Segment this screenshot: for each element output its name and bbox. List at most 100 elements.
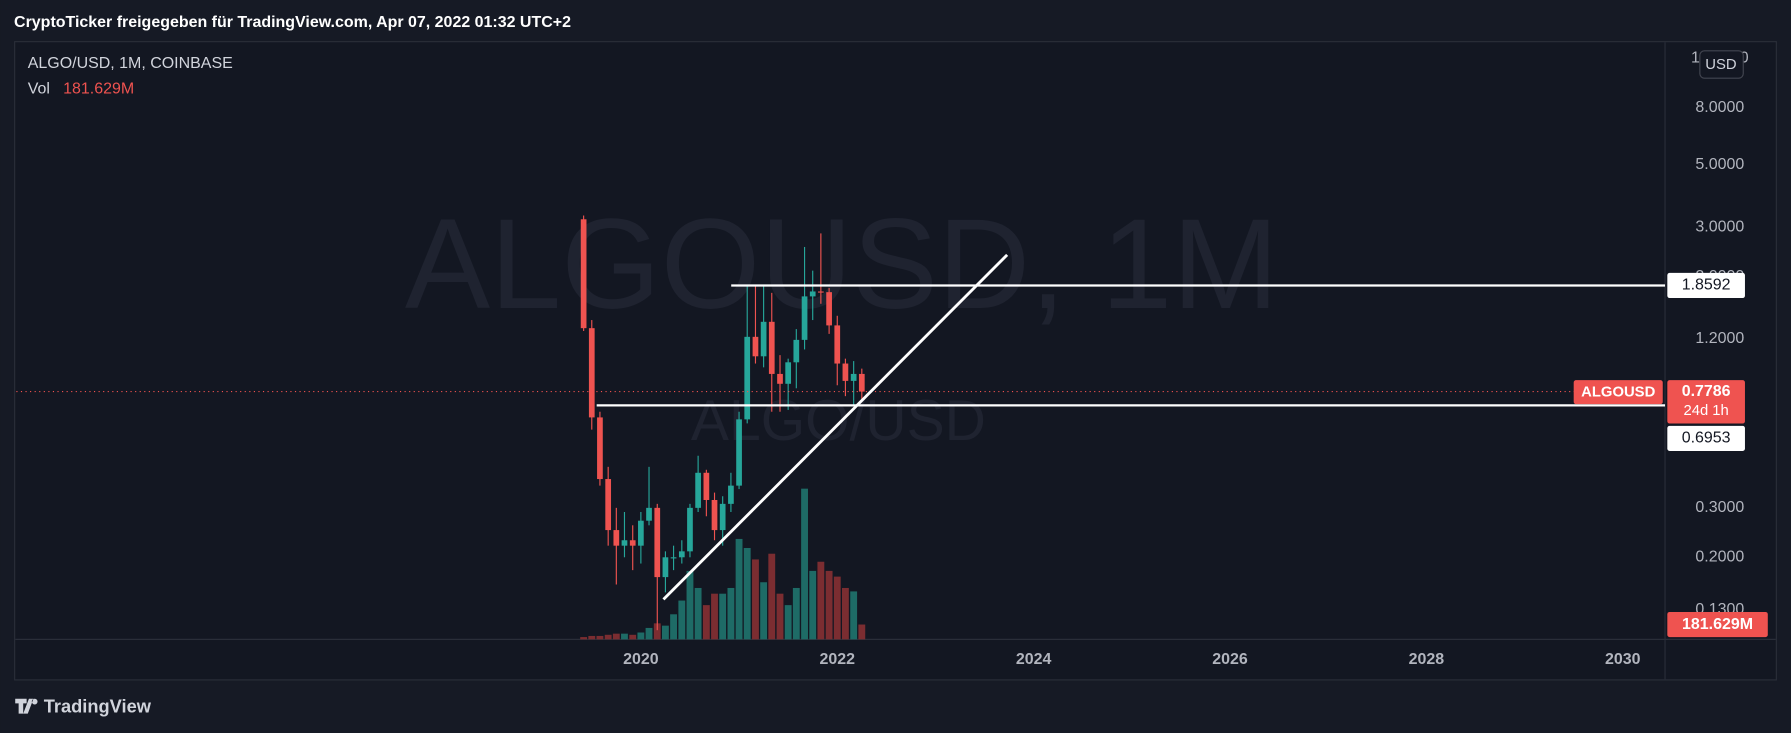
volume-legend: Vol	[28, 80, 50, 97]
volume-bar	[612, 633, 620, 640]
plot	[16, 215, 1666, 640]
volume-bar	[735, 538, 743, 640]
candle-body	[613, 530, 620, 546]
x-tick-label: 2020	[623, 651, 659, 668]
candle-body	[842, 363, 849, 381]
chart-panel	[14, 41, 1777, 681]
volume-bar	[580, 637, 588, 640]
currency-button-box[interactable]	[1699, 50, 1744, 79]
volume-bar	[760, 582, 768, 640]
volume-bar	[858, 624, 866, 640]
x-tick-label: 2030	[1605, 651, 1641, 668]
x-tick-label: 2028	[1409, 651, 1445, 668]
volume-bar	[776, 593, 784, 640]
candle-body	[580, 219, 587, 329]
horizontal-line-label: 0.6953	[1682, 430, 1731, 447]
candle-body	[638, 520, 644, 546]
candle-body	[703, 472, 710, 500]
candle-body	[826, 292, 832, 326]
candle-body	[629, 540, 636, 546]
horizontal-line-tag	[1667, 425, 1745, 451]
candle-body	[678, 551, 685, 558]
footer-brand: TradingView	[44, 696, 152, 717]
x-tick-label: 2022	[819, 651, 855, 668]
horizontal-line-label: 1.8592	[1682, 277, 1731, 294]
candle-body	[597, 417, 603, 480]
volume-bar	[694, 587, 702, 640]
candle-body	[654, 507, 661, 578]
candle-body	[858, 373, 865, 392]
currency-button-label[interactable]: USD	[1705, 57, 1736, 73]
volume-tag	[1667, 611, 1768, 638]
footer-logo	[15, 698, 38, 714]
candle-body	[621, 540, 628, 546]
watermark: ALGOUSD, 1M ALGO/USD	[405, 193, 1279, 453]
candle-body	[736, 419, 742, 486]
candle-body	[695, 472, 701, 508]
volume-bar	[588, 635, 596, 640]
candle-body	[605, 479, 612, 531]
horizontal-line-tag	[1667, 272, 1745, 299]
candle-body	[801, 296, 808, 340]
y-tick-label: 0.3000	[1695, 499, 1744, 516]
volume-bar	[604, 634, 612, 640]
candle-body	[793, 339, 800, 363]
y-tick-label: 5.0000	[1695, 156, 1744, 173]
volume-bar	[702, 605, 710, 640]
candle-body	[809, 291, 816, 297]
y-tick-label: 3.0000	[1695, 218, 1744, 235]
candle-body	[834, 325, 841, 364]
header-title: CryptoTicker freigegeben für TradingView…	[14, 14, 571, 31]
x-tick-label: 2024	[1016, 651, 1052, 668]
watermark-name: ALGO/USD	[691, 389, 986, 453]
volume-bar	[719, 593, 727, 640]
volume-bar	[629, 634, 637, 640]
volume-bar	[670, 614, 677, 640]
currency-button[interactable]: USD	[1699, 50, 1744, 79]
volume-bar	[792, 587, 800, 640]
candle-body	[768, 321, 775, 374]
candle-body	[818, 291, 824, 293]
volume-bar	[850, 591, 858, 640]
volume-bar	[727, 587, 735, 640]
candle-body	[711, 499, 718, 531]
volume-bar	[653, 623, 661, 640]
volume-bar	[678, 600, 686, 640]
volume-bar	[711, 593, 718, 640]
volume-bar	[841, 587, 849, 640]
candle-body	[777, 373, 783, 384]
volume-bar	[661, 625, 669, 640]
candle-body	[760, 321, 767, 357]
volume-bar	[825, 570, 833, 640]
volume-bar	[645, 627, 653, 640]
volume-tag-label: 181.629M	[1682, 616, 1753, 633]
candle-body	[785, 362, 792, 384]
candle-body	[850, 373, 857, 381]
volume-bar	[621, 633, 628, 640]
volume-bar	[596, 635, 604, 640]
volume-bar	[809, 570, 817, 640]
volume-bar	[784, 605, 792, 640]
y-tick-label: 1.2000	[1695, 330, 1744, 347]
last-price-label: 0.7786	[1682, 383, 1731, 400]
price-axis: 12.00008.00005.00003.00002.00001.20000.3…	[623, 49, 1768, 668]
candle-body	[744, 336, 751, 420]
candle-body	[662, 557, 669, 578]
volume-legend-value: 181.629M	[63, 80, 134, 97]
candle-body	[752, 336, 759, 357]
volume-bar	[686, 570, 694, 640]
trend-line	[662, 253, 1009, 601]
countdown-label: 24d 1h	[1683, 403, 1728, 419]
candle-body	[670, 557, 677, 559]
candle-body	[719, 503, 726, 531]
footer: TradingView	[15, 696, 152, 717]
volume-bar	[801, 488, 808, 640]
volume-bar	[743, 548, 751, 640]
volume-bar	[752, 559, 759, 640]
symbol-legend: ALGO/USD, 1M, COINBASE	[28, 55, 233, 72]
candle-body	[687, 507, 693, 552]
symbol-tag-label: ALGOUSD	[1581, 385, 1655, 401]
y-tick-label: 8.0000	[1695, 99, 1744, 116]
candle-body	[588, 328, 595, 418]
